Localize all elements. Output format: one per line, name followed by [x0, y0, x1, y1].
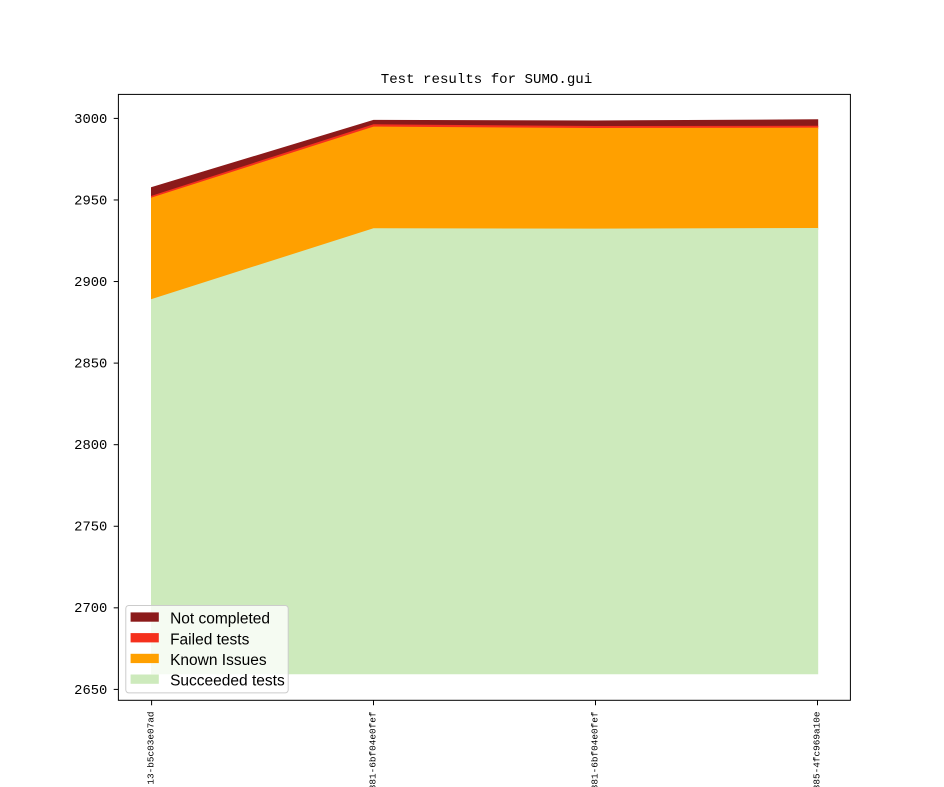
svg-text:2900: 2900: [74, 276, 107, 291]
svg-text:881-6bf04e0fef: 881-6bf04e0fef: [368, 711, 379, 787]
svg-text:2650: 2650: [74, 684, 107, 699]
svg-text:Test results for SUMO.gui: Test results for SUMO.gui: [381, 72, 592, 88]
svg-text:2850: 2850: [74, 358, 107, 373]
svg-text:2700: 2700: [74, 602, 107, 617]
svg-text:881-6bf04e0fef: 881-6bf04e0fef: [590, 711, 601, 787]
svg-text:Not completed: Not completed: [170, 611, 270, 628]
svg-text:885-4fc969a10e: 885-4fc969a10e: [812, 711, 823, 787]
svg-text:Succeeded tests: Succeeded tests: [170, 673, 285, 690]
svg-text:Failed tests: Failed tests: [170, 631, 250, 648]
svg-text:13-b5c03e07ad: 13-b5c03e07ad: [146, 712, 157, 785]
svg-text:3000: 3000: [74, 113, 107, 128]
svg-text:2750: 2750: [74, 521, 107, 536]
svg-text:Known Issues: Known Issues: [170, 652, 267, 669]
svg-text:2800: 2800: [74, 439, 107, 454]
svg-text:2950: 2950: [74, 194, 107, 209]
